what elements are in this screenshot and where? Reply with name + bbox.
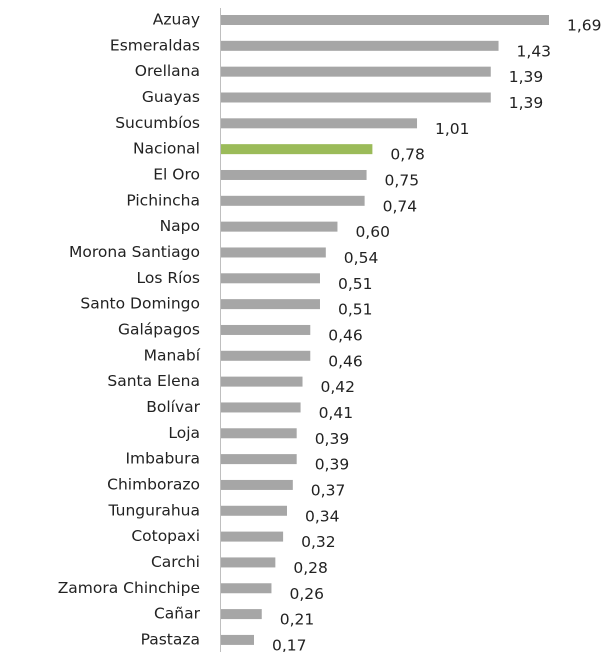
value-label: 0,75	[385, 171, 420, 189]
bar	[221, 92, 491, 103]
bar	[221, 299, 320, 310]
category-label: Bolívar	[146, 398, 200, 416]
value-label: 0,26	[289, 585, 324, 603]
bar	[221, 221, 338, 232]
bar	[221, 428, 297, 439]
category-label: Tungurahua	[108, 501, 200, 519]
value-label: 1,43	[517, 42, 552, 60]
value-label: 0,74	[383, 197, 418, 215]
bar	[221, 531, 284, 542]
category-label: Napo	[160, 217, 200, 235]
value-label: 0,37	[311, 481, 346, 499]
value-label: 0,41	[319, 404, 354, 422]
category-label: Zamora Chinchipe	[58, 579, 200, 597]
category-label: Galápagos	[118, 320, 200, 338]
value-label: 0,21	[280, 611, 315, 629]
bar	[221, 505, 287, 516]
category-label: Los Ríos	[137, 269, 200, 287]
category-label: Orellana	[135, 62, 200, 80]
category-label: Nacional	[133, 140, 200, 158]
bar	[221, 324, 311, 335]
value-label: 1,39	[509, 68, 544, 86]
bar	[221, 273, 320, 284]
value-label: 0,51	[338, 301, 373, 319]
bar	[221, 350, 311, 361]
category-label: Pastaza	[141, 630, 200, 648]
value-label: 0,78	[390, 146, 425, 164]
value-label: 0,34	[305, 507, 340, 525]
bar	[221, 376, 303, 387]
bar	[221, 609, 262, 620]
bar	[221, 583, 272, 594]
value-label: 0,39	[315, 430, 350, 448]
bar	[221, 118, 418, 129]
category-label: Cañar	[154, 605, 201, 623]
bar	[221, 66, 491, 77]
bar	[221, 557, 276, 568]
bar	[221, 634, 254, 645]
bar	[221, 40, 499, 51]
category-label: Chimborazo	[107, 475, 200, 493]
value-label: 0,54	[344, 249, 379, 267]
value-label: 0,46	[328, 326, 363, 344]
category-label: Azuay	[153, 11, 200, 29]
bar	[221, 402, 301, 413]
value-label: 1,01	[435, 120, 470, 138]
bar	[221, 169, 367, 180]
bar	[221, 144, 373, 155]
category-label: Santo Domingo	[80, 295, 200, 313]
bar	[221, 247, 326, 258]
value-label: 0,60	[355, 223, 390, 241]
category-label: Loja	[168, 424, 200, 442]
category-label: Cotopaxi	[131, 527, 200, 545]
category-label: Pichincha	[126, 191, 200, 209]
value-label: 0,39	[315, 456, 350, 474]
category-label: El Oro	[153, 165, 200, 183]
bar	[221, 479, 293, 490]
category-label: Carchi	[151, 553, 200, 571]
bar	[221, 15, 549, 25]
category-label: Imbabura	[125, 450, 200, 468]
category-label: Sucumbíos	[115, 114, 200, 132]
category-label: Manabí	[144, 346, 201, 364]
value-label: 0,28	[293, 559, 328, 577]
category-label: Morona Santiago	[69, 243, 200, 261]
category-label: Santa Elena	[107, 372, 200, 390]
value-label: 1,69	[567, 17, 602, 35]
value-label: 0,32	[301, 533, 336, 551]
bar	[221, 454, 297, 465]
bar	[221, 195, 365, 206]
value-label: 0,46	[328, 352, 363, 370]
value-label: 0,17	[272, 636, 307, 652]
value-label: 0,51	[338, 275, 373, 293]
category-label: Esmeraldas	[110, 36, 200, 54]
category-label: Guayas	[142, 88, 200, 106]
value-label: 0,42	[321, 378, 356, 396]
value-label: 1,39	[509, 94, 544, 112]
